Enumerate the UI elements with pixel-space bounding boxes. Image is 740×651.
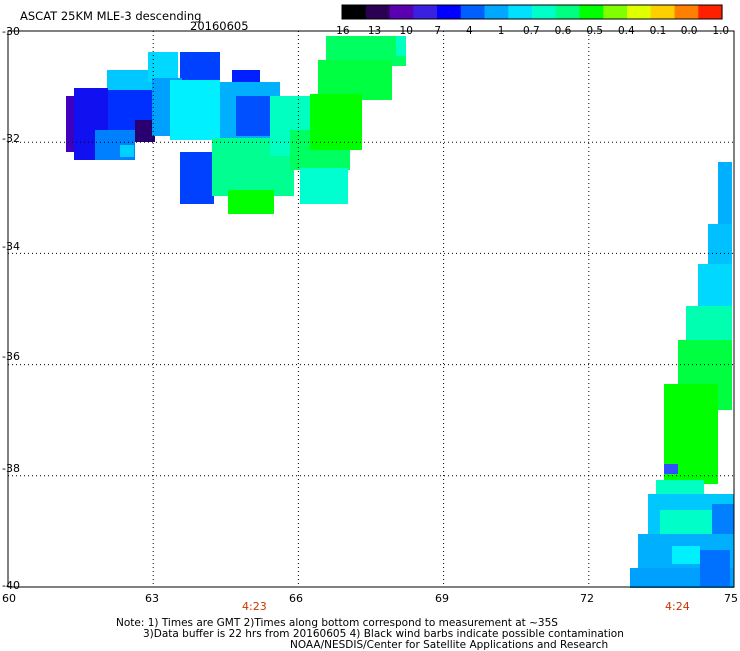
colorbar-segment	[365, 5, 391, 19]
colorbar	[341, 4, 723, 20]
colorbar-tick-label: -0.5	[582, 25, 604, 37]
swath-east	[630, 162, 734, 588]
lat-label: -36	[2, 350, 20, 363]
colorbar-tick-label: 0.0	[680, 25, 698, 37]
colorbar-segment	[650, 5, 676, 19]
colorbar-segment	[342, 5, 367, 19]
lon-label: 66	[289, 592, 303, 605]
colorbar-tick-label: -0.7	[519, 25, 540, 37]
colorbar-tick-label: 1.0	[712, 25, 730, 37]
footnote-line-2: 3)Data buffer is 22 hrs from 20160605 4)…	[143, 628, 624, 640]
swath-time-label: 4:23	[242, 600, 267, 613]
lon-label: 63	[145, 592, 159, 605]
colorbar-segment	[603, 5, 628, 19]
colorbar-segment	[698, 5, 723, 19]
colorbar-segment	[413, 5, 438, 19]
lon-label: 75	[724, 592, 738, 605]
colorbar-segment	[579, 5, 604, 19]
colorbar-segment	[508, 5, 533, 19]
colorbar-segment	[484, 5, 509, 19]
colorbar-tick-label: -13	[364, 25, 382, 37]
colorbar-border	[341, 4, 723, 20]
colorbar-tick-label: -4	[462, 25, 473, 37]
plot-frame	[7, 30, 735, 588]
colorbar-tick-label: -7	[430, 25, 442, 37]
lat-label: -32	[2, 132, 20, 145]
colorbar-segment	[627, 5, 652, 19]
product-title: ASCAT 25KM MLE-3 descending	[20, 9, 202, 23]
colorbar-tick-label: -16	[332, 25, 350, 37]
colorbar-segment	[437, 5, 462, 19]
swath-west	[66, 36, 406, 214]
footnote-line-3: NOAA/NESDIS/Center for Satellite Applica…	[290, 639, 609, 651]
lon-label: 69	[435, 592, 449, 605]
colorbar-segment	[460, 5, 486, 19]
product-date: 20160605	[190, 19, 249, 33]
colorbar-tick-label: -0.1	[645, 25, 667, 37]
colorbar-segment	[389, 5, 414, 19]
colorbar-tick-label: -0.4	[614, 25, 635, 37]
lat-label: -40	[2, 579, 20, 592]
swath-time-label: 4:24	[665, 600, 690, 613]
lat-label: -38	[2, 462, 20, 475]
lat-lon-grid	[8, 31, 734, 587]
colorbar-segment	[555, 5, 581, 19]
colorbar-tick-label: -0.6	[550, 25, 572, 37]
footnote-line-1: Note: 1) Times are GMT 2)Times along bot…	[116, 617, 558, 629]
lat-label: -30	[2, 25, 20, 38]
colorbar-tick-label: -1	[493, 25, 505, 37]
lat-label: -34	[2, 240, 20, 253]
lon-label: 72	[580, 592, 594, 605]
lon-label: 60	[2, 592, 16, 605]
colorbar-segment	[674, 5, 699, 19]
colorbar-segment	[532, 5, 557, 19]
colorbar-tick-label: -10	[395, 25, 413, 37]
